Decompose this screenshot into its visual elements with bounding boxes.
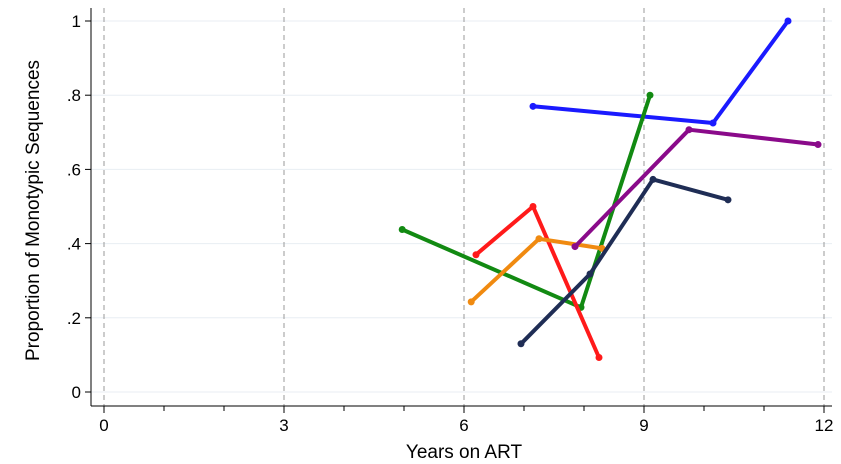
- x-tick-label: 3: [279, 416, 288, 435]
- data-point: [472, 251, 480, 259]
- series-1: [529, 17, 792, 127]
- series-line: [573, 127, 820, 249]
- series-layer: [398, 17, 822, 361]
- x-tick-label: 0: [99, 416, 108, 435]
- grid-layer: [91, 8, 832, 406]
- y-tick-label: 0: [72, 383, 81, 402]
- series-3: [472, 203, 603, 361]
- axes-layer: 0 .2 .4 .6 .8 1 0 3 6 9 12: [67, 8, 834, 435]
- data-point: [724, 196, 732, 204]
- x-tick-label: 12: [815, 416, 834, 435]
- x-axis-title: Years on ART: [406, 442, 523, 463]
- y-tick-label: .2: [67, 309, 81, 328]
- x-tick-label: 6: [459, 416, 468, 435]
- data-point: [586, 270, 594, 278]
- series-2: [398, 91, 654, 311]
- series-line: [531, 19, 790, 125]
- series-line: [400, 93, 652, 310]
- data-point: [709, 119, 717, 127]
- series-6: [517, 175, 732, 348]
- data-point: [529, 203, 537, 210]
- data-point: [529, 102, 537, 110]
- data-point: [571, 243, 579, 251]
- series-5: [571, 126, 822, 251]
- data-point: [595, 353, 603, 361]
- data-point: [814, 141, 822, 149]
- y-tick-label: .6: [67, 160, 81, 179]
- x-tick-label: 9: [639, 416, 648, 435]
- data-point: [646, 91, 654, 99]
- y-tick-label: 1: [72, 12, 81, 31]
- data-point: [649, 175, 657, 183]
- data-point: [685, 126, 693, 134]
- data-point: [517, 340, 525, 348]
- data-point: [535, 235, 543, 243]
- series-line: [519, 177, 730, 346]
- data-point: [784, 17, 792, 25]
- y-tick-label: .8: [67, 86, 81, 105]
- series-4: [467, 235, 606, 306]
- data-point: [398, 226, 406, 234]
- y-axis-title: Proportion of Monotypic Sequences: [23, 60, 44, 361]
- y-tick-label: .4: [67, 235, 81, 254]
- data-point: [467, 298, 475, 306]
- series-line: [469, 236, 604, 304]
